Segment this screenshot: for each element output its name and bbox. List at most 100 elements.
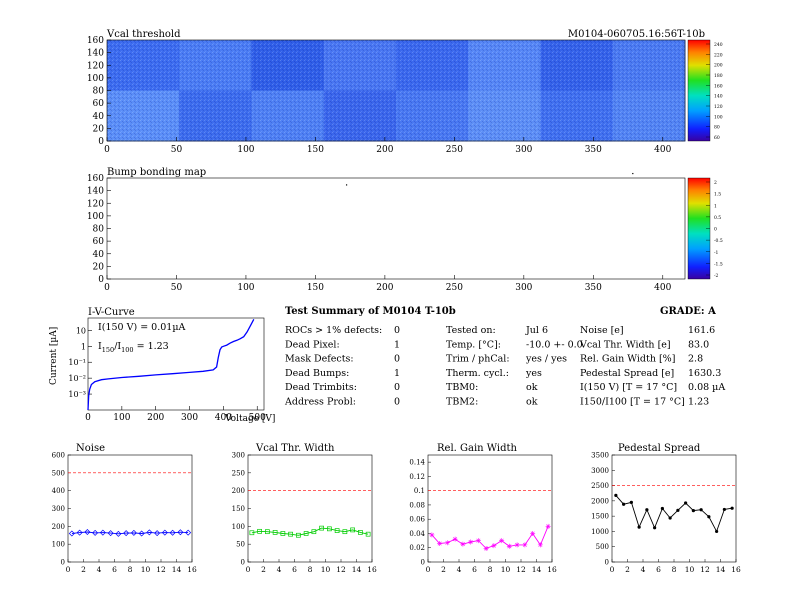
noise-xtick-label: 10 bbox=[141, 565, 151, 574]
vcal-xtick-label: 400 bbox=[654, 145, 671, 155]
noise-xtick-label: 0 bbox=[66, 565, 71, 574]
vcal-roc-tile-texture bbox=[396, 90, 469, 142]
vcal-threshold-panel: Vcal threshold M0104-060705.16:56T-10b 0… bbox=[87, 29, 723, 155]
vcal-roc-tile-texture bbox=[540, 40, 614, 91]
noise-xtick-label: 16 bbox=[187, 565, 197, 574]
noise-chart: Noise 0 2 4 6 8 10 12 14 16 0 100 200 300 400 500 600 bbox=[52, 443, 197, 574]
iv-xtick-label: 0 bbox=[85, 413, 91, 423]
pedestal-spread-point bbox=[699, 508, 703, 512]
summary-left-value: 1 bbox=[394, 368, 400, 379]
rel-gain-width-title: Rel. Gain Width bbox=[437, 443, 517, 454]
noise-point bbox=[92, 529, 99, 536]
vcal-ytick-label: 60 bbox=[93, 99, 105, 109]
bump-frame bbox=[106, 177, 686, 280]
summary-mid-value: -10.0 +- 0.0 bbox=[526, 339, 583, 350]
summary-mid-column: Tested on: Jul 6 Temp. [°C]: -10.0 +- 0.0 Tr… bbox=[446, 325, 583, 408]
summary-mid-value: ok bbox=[526, 397, 538, 408]
summary-right-value: 1630.3 bbox=[688, 368, 721, 379]
bump-xtick-label: 200 bbox=[376, 283, 393, 293]
bump-palette-label: -0.5 bbox=[714, 238, 723, 244]
summary-right-column: Noise [e] 161.6 Vcal Thr. Width [e] 83.0 Rel… bbox=[579, 325, 725, 408]
pedestal-spread-xtick-label: 10 bbox=[685, 565, 695, 574]
vcal-thr-width-frame bbox=[247, 454, 373, 563]
pedestal-spread-point bbox=[645, 508, 649, 512]
iv-curve-panel: I-V-Curve 0 100 200 300 400 500 10 1 10⁻¹ 10⁻² 10⁻… bbox=[49, 307, 275, 424]
noise-point bbox=[107, 530, 114, 537]
bump-xtick-label: 50 bbox=[171, 283, 183, 293]
bump-xtick-label: 300 bbox=[515, 283, 532, 293]
summary-mid-label: TBM0: bbox=[446, 382, 478, 393]
vcal-palette: 240 220 200 180 160 140 120 100 80 60 bbox=[687, 39, 723, 142]
rel-gain-width-point bbox=[537, 542, 543, 548]
rel-gain-width-ytick-label: 0.1 bbox=[414, 487, 425, 495]
noise-frame bbox=[67, 454, 193, 563]
vcal-thr-width-point bbox=[342, 529, 348, 535]
pedestal-spread-ytick-label: 3500 bbox=[591, 452, 609, 460]
summary-mid-label: Temp. [°C]: bbox=[446, 339, 501, 350]
summary-title: Test Summary of M0104 T-10b bbox=[285, 306, 456, 317]
rel-gain-width-ytick-label: 0.08 bbox=[409, 501, 425, 509]
vcal-thr-width-point bbox=[249, 530, 255, 536]
noise-xtick-label: 14 bbox=[172, 565, 182, 574]
vcal-thr-width-point bbox=[280, 531, 286, 536]
summary-mid-value: ok bbox=[526, 382, 538, 393]
pedestal-spread-point bbox=[668, 516, 672, 520]
vcal-thr-width-xtick-label: 8 bbox=[308, 565, 313, 574]
vcal-palette-bar bbox=[687, 39, 711, 142]
vcal-ytick-label: 120 bbox=[87, 61, 104, 71]
vcal-thr-width-ytick-label: 50 bbox=[236, 541, 245, 549]
noise-point bbox=[99, 529, 106, 536]
bump-palette-label: -1.5 bbox=[714, 261, 723, 267]
pedestal-spread-xtick-label: 14 bbox=[716, 565, 726, 574]
vcal-thr-width-point bbox=[303, 531, 309, 536]
vcal-xtick-label: 150 bbox=[307, 145, 324, 155]
rel-gain-width-xtick-label: 12 bbox=[516, 565, 526, 574]
iv-ytick-label: 10⁻¹ bbox=[68, 358, 86, 367]
bump-ytick-label: 40 bbox=[93, 250, 105, 260]
noise-xtick-label: 2 bbox=[81, 565, 86, 574]
noise-point bbox=[76, 529, 83, 536]
pedestal-spread-point bbox=[614, 493, 618, 497]
vcal-ytick-label: 140 bbox=[87, 49, 104, 59]
vcal-ytick-label: 40 bbox=[93, 112, 105, 122]
pedestal-spread-point bbox=[622, 502, 626, 506]
vcal-thr-width-point bbox=[319, 525, 324, 531]
noise-xtick-label: 12 bbox=[156, 565, 166, 574]
rel-gain-width-point bbox=[491, 543, 497, 549]
iv-note-current: I(150 V) = 0.01µA bbox=[98, 322, 186, 333]
summary-left-label: Mask Defects: bbox=[285, 354, 354, 365]
bump-ytick-label: 0 bbox=[98, 275, 104, 285]
rel-gain-width-series-line bbox=[431, 526, 549, 549]
rel-gain-width-point bbox=[522, 542, 528, 548]
summary-right-value: 161.6 bbox=[688, 325, 715, 336]
pedestal-spread-ytick-label: 3000 bbox=[591, 467, 609, 475]
vcal-palette-label: 200 bbox=[714, 63, 723, 69]
vcal-thr-width-xtick-label: 6 bbox=[292, 565, 297, 574]
vcal-axes: 0 50 100 150 200 250 300 350 400 0 20 40 60 80 100 120 1… bbox=[87, 36, 672, 155]
vcal-thr-width-chart: Vcal Thr. Width 0 2 4 6 8 10 12 14 16 0 50 100 150 200… bbox=[232, 443, 377, 574]
vcal-thr-width-xtick-label: 10 bbox=[321, 565, 331, 574]
module-id: M0104-060705.16:56T-10b bbox=[568, 29, 705, 40]
iv-series-line bbox=[87, 318, 255, 411]
noise-point bbox=[130, 529, 137, 536]
pedestal-spread-point bbox=[730, 506, 734, 510]
rel-gain-width-xtick-label: 2 bbox=[441, 565, 446, 574]
pedestal-spread-ytick-label: 0 bbox=[605, 559, 609, 567]
pedestal-spread-point bbox=[660, 506, 664, 511]
noise-point bbox=[146, 529, 153, 536]
iv-ytick-label: 10⁻³ bbox=[68, 390, 86, 399]
pedestal-spread-point bbox=[707, 515, 711, 519]
noise-ytick-label: 0 bbox=[61, 559, 65, 567]
vcal-xtick-label: 250 bbox=[446, 145, 463, 155]
bump-palette-label: 2 bbox=[714, 180, 717, 186]
bump-map-panel: Bump bonding map 0 50 100 150 200 250 300 350 40… bbox=[87, 167, 723, 293]
vcal-thr-width-ytick-label: 300 bbox=[232, 452, 245, 460]
vcal-palette-label: 180 bbox=[714, 73, 723, 79]
vcal-xtick-label: 200 bbox=[376, 145, 393, 155]
vcal-thr-width-point bbox=[334, 528, 340, 533]
vcal-roc-tile-texture bbox=[251, 90, 325, 142]
rel-gain-width-point bbox=[452, 536, 458, 542]
pedestal-spread-point bbox=[684, 501, 688, 505]
pedestal-spread-ytick-label: 1000 bbox=[591, 528, 609, 536]
summary-left-label: Dead Trimbits: bbox=[285, 382, 357, 393]
